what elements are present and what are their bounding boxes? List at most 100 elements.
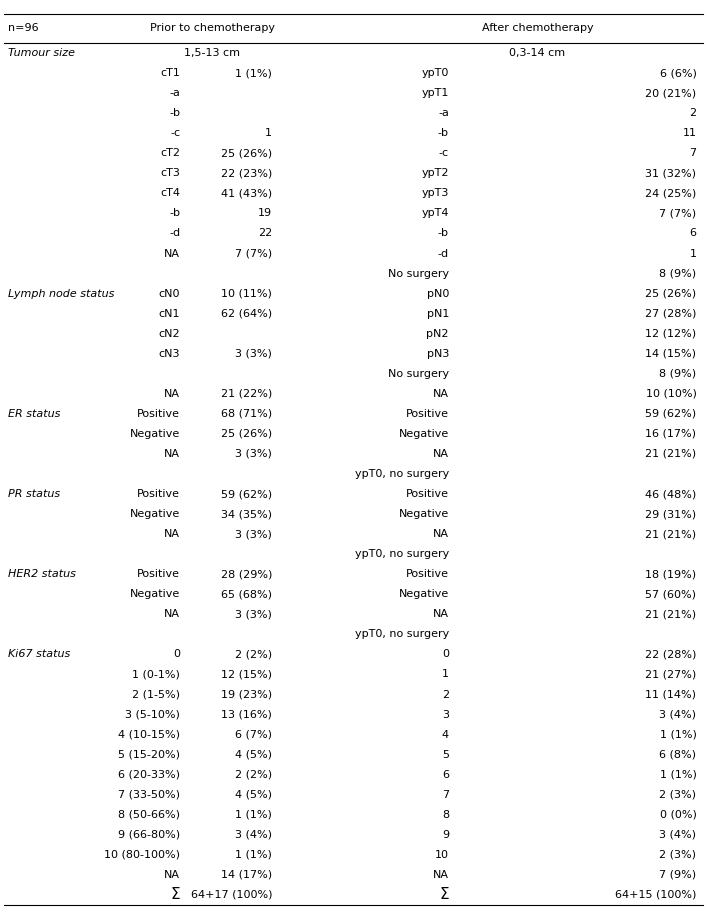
Text: Σ: Σ [170,888,180,902]
Text: 1 (1%): 1 (1%) [235,68,272,78]
Text: pN0: pN0 [426,289,449,299]
Text: cN2: cN2 [158,329,180,339]
Text: 46 (48%): 46 (48%) [645,489,696,499]
Text: pN2: pN2 [426,329,449,339]
Text: 29 (31%): 29 (31%) [645,509,696,519]
Text: 27 (28%): 27 (28%) [645,309,696,319]
Text: 65 (68%): 65 (68%) [221,589,272,599]
Text: Negative: Negative [399,509,449,519]
Text: NA: NA [433,449,449,459]
Text: -b: -b [438,128,449,138]
Text: Positive: Positive [406,409,449,419]
Text: 0 (0%): 0 (0%) [660,810,696,820]
Text: 3 (3%): 3 (3%) [235,349,272,359]
Text: 3 (5-10%): 3 (5-10%) [125,710,180,720]
Text: cT3: cT3 [160,169,180,179]
Text: 2: 2 [689,108,696,118]
Text: 1 (1%): 1 (1%) [660,769,696,780]
Text: Negative: Negative [130,509,180,519]
Text: 21 (21%): 21 (21%) [645,609,696,619]
Text: ypT0, no surgery: ypT0, no surgery [355,629,449,639]
Text: ypT0, no surgery: ypT0, no surgery [355,550,449,559]
Text: Positive: Positive [137,409,180,419]
Text: 1: 1 [689,248,696,258]
Text: cT1: cT1 [160,68,180,78]
Text: 9 (66-80%): 9 (66-80%) [118,830,180,840]
Text: 34 (35%): 34 (35%) [221,509,272,519]
Text: Negative: Negative [130,589,180,599]
Text: No surgery: No surgery [388,369,449,379]
Text: 13 (16%): 13 (16%) [221,710,272,720]
Text: 1 (1%): 1 (1%) [235,850,272,860]
Text: Positive: Positive [137,489,180,499]
Text: 25 (26%): 25 (26%) [645,289,696,299]
Text: Prior to chemotherapy: Prior to chemotherapy [150,24,274,33]
Text: Negative: Negative [399,589,449,599]
Text: 2: 2 [442,690,449,700]
Text: 10 (80-100%): 10 (80-100%) [105,850,180,860]
Text: 6 (8%): 6 (8%) [660,749,696,759]
Text: 2 (2%): 2 (2%) [235,649,272,660]
Text: 59 (62%): 59 (62%) [645,409,696,419]
Text: 11: 11 [682,128,696,138]
Text: NA: NA [433,389,449,398]
Text: 41 (43%): 41 (43%) [221,189,272,199]
Text: 3 (4%): 3 (4%) [660,830,696,840]
Text: NA: NA [433,870,449,880]
Text: ypT3: ypT3 [421,189,449,199]
Text: pN3: pN3 [426,349,449,359]
Text: ypT1: ypT1 [421,88,449,98]
Text: 0,3-14 cm: 0,3-14 cm [509,48,566,58]
Text: 5 (15-20%): 5 (15-20%) [118,749,180,759]
Text: 62 (64%): 62 (64%) [221,309,272,319]
Text: 3 (3%): 3 (3%) [235,529,272,540]
Text: Negative: Negative [399,429,449,439]
Text: 7 (7%): 7 (7%) [659,209,696,218]
Text: -c: -c [439,148,449,158]
Text: 1: 1 [265,128,272,138]
Text: Positive: Positive [406,569,449,579]
Text: 21 (21%): 21 (21%) [645,449,696,459]
Text: 1: 1 [442,670,449,680]
Text: 6 (6%): 6 (6%) [660,68,696,78]
Text: NA: NA [164,449,180,459]
Text: ER status: ER status [8,409,61,419]
Text: 16 (17%): 16 (17%) [645,429,696,439]
Text: NA: NA [164,529,180,540]
Text: 7: 7 [442,790,449,800]
Text: Tumour size: Tumour size [8,48,76,58]
Text: cN0: cN0 [159,289,180,299]
Text: 3 (3%): 3 (3%) [235,449,272,459]
Text: 28 (29%): 28 (29%) [221,569,272,579]
Text: 9: 9 [442,830,449,840]
Text: 8 (50-66%): 8 (50-66%) [118,810,180,820]
Text: -b: -b [438,228,449,238]
Text: pN1: pN1 [426,309,449,319]
Text: 12 (12%): 12 (12%) [645,329,696,339]
Text: 68 (71%): 68 (71%) [221,409,272,419]
Text: NA: NA [164,248,180,258]
Text: NA: NA [164,870,180,880]
Text: 19: 19 [258,209,272,218]
Text: 14 (15%): 14 (15%) [645,349,696,359]
Text: -a: -a [438,108,449,118]
Text: 22 (28%): 22 (28%) [645,649,696,660]
Text: 2 (2%): 2 (2%) [235,769,272,780]
Text: 10 (10%): 10 (10%) [645,389,696,398]
Text: Positive: Positive [406,489,449,499]
Text: Ki67 status: Ki67 status [8,649,71,660]
Text: 12 (15%): 12 (15%) [221,670,272,680]
Text: PR status: PR status [8,489,61,499]
Text: 21 (27%): 21 (27%) [645,670,696,680]
Text: Positive: Positive [137,569,180,579]
Text: cT4: cT4 [160,189,180,199]
Text: 7 (7%): 7 (7%) [235,248,272,258]
Text: 4 (10-15%): 4 (10-15%) [118,730,180,739]
Text: ypT0, no surgery: ypT0, no surgery [355,469,449,479]
Text: 59 (62%): 59 (62%) [221,489,272,499]
Text: 24 (25%): 24 (25%) [645,189,696,199]
Text: 57 (60%): 57 (60%) [645,589,696,599]
Text: 2 (3%): 2 (3%) [660,790,696,800]
Text: Σ: Σ [439,888,449,902]
Text: 4: 4 [442,730,449,739]
